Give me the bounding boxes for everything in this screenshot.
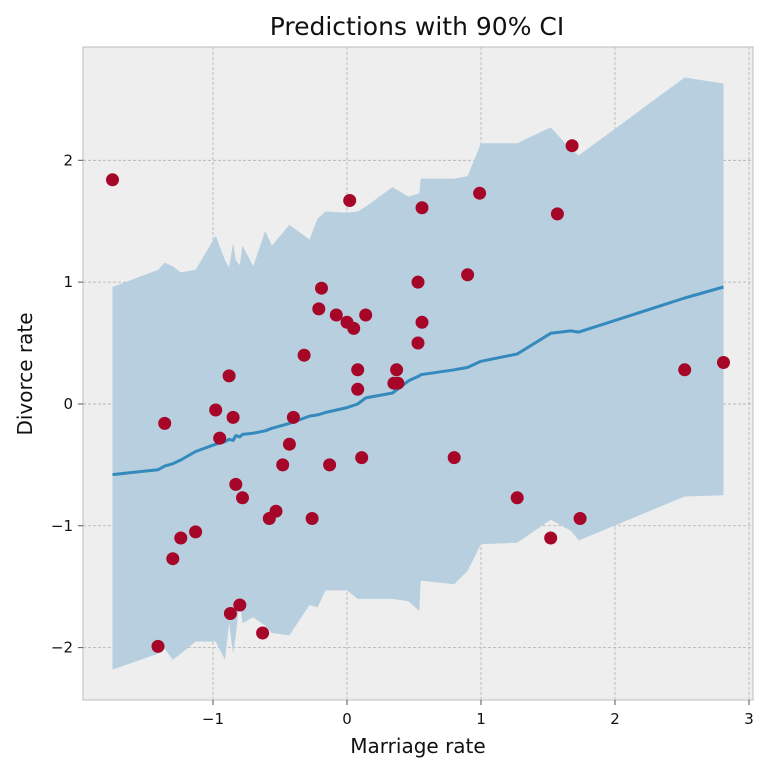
data-point	[151, 639, 165, 653]
data-point	[343, 194, 357, 207]
data-point	[209, 403, 223, 417]
data-point	[573, 512, 587, 525]
scatter-points	[106, 139, 730, 653]
data-point	[222, 369, 236, 383]
data-point	[282, 437, 296, 451]
data-point	[717, 356, 730, 369]
data-point	[391, 376, 405, 390]
data-point	[158, 416, 172, 430]
data-point	[312, 302, 326, 316]
x-tick-label: 3	[744, 710, 754, 728]
data-point	[550, 207, 564, 221]
y-tick-label: −1	[51, 517, 73, 535]
data-point	[411, 275, 425, 289]
x-tick-label: 0	[342, 710, 352, 728]
data-point	[411, 336, 425, 350]
data-point	[305, 512, 319, 525]
data-point	[351, 363, 365, 377]
x-tick-label: 1	[476, 710, 486, 728]
plot-frame	[82, 46, 754, 701]
data-point	[189, 525, 203, 539]
data-point	[229, 477, 243, 491]
data-point	[447, 451, 461, 465]
data-point	[355, 451, 369, 465]
data-point	[473, 186, 487, 200]
data-point	[226, 410, 240, 424]
data-point	[678, 363, 692, 377]
data-point	[315, 281, 328, 295]
data-point	[269, 504, 283, 518]
y-tick-label: 0	[63, 395, 73, 413]
axis-ticks: −1 0 1 2 3 −2 −1 0 1 2	[51, 151, 754, 728]
data-point	[223, 607, 237, 620]
data-point	[461, 268, 475, 282]
data-point	[415, 315, 429, 329]
y-axis-label: Divorce rate	[13, 312, 37, 435]
data-point	[297, 348, 311, 362]
data-point	[286, 410, 300, 424]
data-point	[565, 139, 579, 153]
x-tick-label: 2	[610, 710, 620, 728]
data-point	[359, 308, 373, 322]
data-point	[106, 173, 119, 187]
data-point	[510, 491, 524, 505]
data-point	[390, 363, 404, 377]
data-point	[323, 458, 337, 472]
y-tick-label: 2	[63, 151, 73, 169]
data-point	[347, 321, 361, 335]
x-tick-label: −1	[202, 710, 224, 728]
data-point	[351, 382, 365, 396]
chart-title: Predictions with 90% CI	[270, 12, 565, 41]
y-tick-label: −2	[51, 639, 73, 657]
data-point	[166, 552, 180, 566]
data-point	[276, 458, 290, 472]
data-point	[213, 431, 227, 445]
data-point	[236, 491, 249, 505]
y-tick-label: 1	[63, 273, 73, 291]
data-point	[544, 531, 558, 545]
data-point	[415, 201, 429, 215]
data-point	[233, 598, 247, 612]
mean-line	[112, 285, 724, 477]
data-point	[329, 308, 343, 322]
data-point	[174, 531, 188, 545]
data-point	[256, 626, 270, 640]
x-axis-label: Marriage rate	[350, 734, 485, 758]
